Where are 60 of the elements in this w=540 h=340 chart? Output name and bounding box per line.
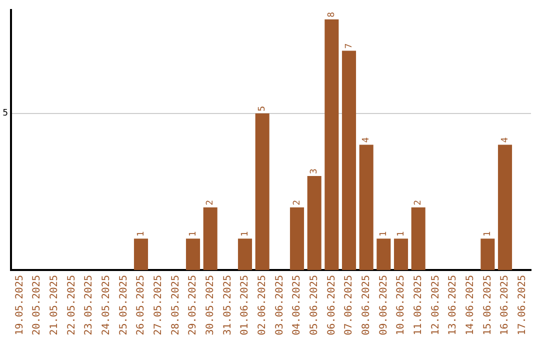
x-tick-label: 15.06.2025 <box>482 275 494 336</box>
data-label: 2 <box>206 200 216 206</box>
data-label: 8 <box>327 12 338 18</box>
x-tick-label: 12.06.2025 <box>430 275 442 336</box>
bar <box>359 144 374 270</box>
x-tick-label: 08.06.2025 <box>360 275 372 336</box>
bar <box>238 238 252 270</box>
x-tick-label: 19.05.2025 <box>14 275 26 336</box>
bar <box>480 238 495 270</box>
x-tick-label: 10.06.2025 <box>396 275 407 336</box>
data-label: 4 <box>362 137 372 143</box>
x-tick-label: 29.05.2025 <box>188 275 199 336</box>
bar <box>186 238 200 270</box>
x-tick-label: 21.05.2025 <box>48 275 60 336</box>
bar <box>498 144 512 270</box>
x-tick-label: 26.05.2025 <box>136 275 147 336</box>
x-tick-label: 16.06.2025 <box>500 275 511 336</box>
x-tick-label: 03.06.2025 <box>274 275 286 336</box>
x-tick-label: 02.06.2025 <box>256 275 268 336</box>
x-tick-label: 04.06.2025 <box>292 275 303 336</box>
x-tick-label: 09.06.2025 <box>378 275 390 336</box>
x-tick-label: 31.05.2025 <box>222 275 234 336</box>
x-tick-label: 01.06.2025 <box>240 275 251 336</box>
data-label: 1 <box>188 231 198 237</box>
data-label: 5 <box>258 106 268 112</box>
data-label: 1 <box>240 231 250 237</box>
x-tick-label: 06.06.2025 <box>326 275 338 336</box>
data-label: 4 <box>500 137 510 143</box>
x-tick-label: 23.05.2025 <box>84 275 95 336</box>
data-label: 3 <box>310 168 320 174</box>
x-tick-label: 14.06.2025 <box>464 275 476 336</box>
data-label: 2 <box>292 200 302 206</box>
bar <box>307 176 322 270</box>
bar <box>255 113 270 270</box>
bar <box>134 238 148 270</box>
x-tick-label: 11.06.2025 <box>412 275 424 336</box>
bar <box>411 207 426 270</box>
x-tick-label: 20.05.2025 <box>32 275 43 336</box>
x-tick-label: 13.06.2025 <box>448 275 459 336</box>
bar <box>394 238 408 270</box>
bar <box>203 207 218 270</box>
bar <box>324 19 339 270</box>
x-tick-label: 05.06.2025 <box>308 275 320 336</box>
x-tick-label: 17.06.2025 <box>516 275 528 336</box>
bar <box>376 238 391 270</box>
data-label: 1 <box>483 231 494 237</box>
x-tick-label: 07.06.2025 <box>344 275 355 336</box>
data-label: 2 <box>414 200 424 206</box>
x-tick-label: 28.05.2025 <box>170 275 182 336</box>
data-label: 7 <box>344 43 354 49</box>
data-label: 1 <box>136 231 146 237</box>
x-tick-label: 25.05.2025 <box>118 275 130 336</box>
data-label: 1 <box>379 231 390 237</box>
x-tick-label: 24.05.2025 <box>100 275 112 336</box>
x-tick-label: 27.05.2025 <box>152 275 164 336</box>
bar <box>290 207 304 270</box>
x-tick-label: 30.05.2025 <box>204 275 216 336</box>
bar <box>342 50 356 270</box>
data-label: 1 <box>396 231 406 237</box>
x-tick-label: 22.05.2025 <box>66 275 78 336</box>
